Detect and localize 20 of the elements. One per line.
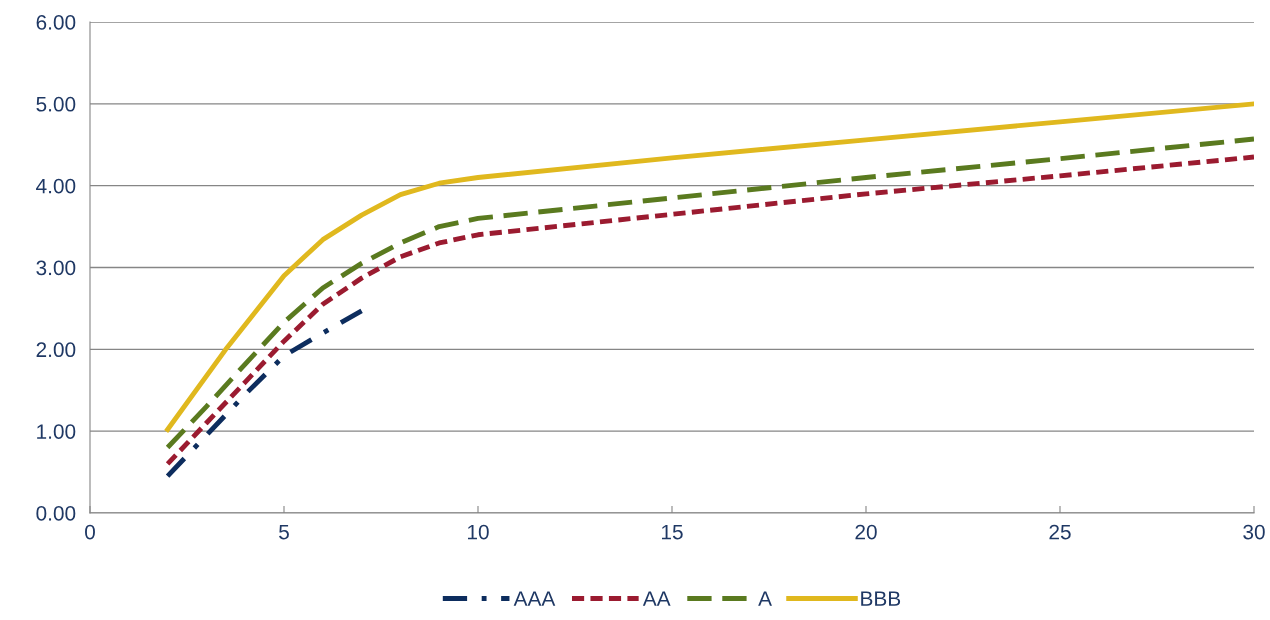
line-series	[165, 308, 365, 479]
y-tick-label: 5.00	[36, 96, 76, 112]
x-tick-label: 30	[1243, 524, 1265, 540]
y-tick-label: 1.00	[37, 424, 76, 439]
x-tick-label: 15	[662, 524, 683, 540]
x-tick-label: 0	[85, 524, 95, 540]
legend-label: A	[758, 591, 772, 606]
y-tick-label: 3.00	[36, 260, 76, 276]
y-tick-label: 4.00	[36, 178, 76, 194]
legend-label: BBB	[861, 591, 901, 606]
x-tick-label: 5	[279, 524, 289, 540]
y-tick-label: 2.00	[36, 342, 76, 358]
x-tick-label: 25	[1049, 524, 1071, 540]
x-tick-label: 10	[468, 524, 489, 540]
y-tick-label: 0.00	[36, 506, 76, 521]
legend-label: AAA	[513, 591, 556, 606]
legend-label: AA	[642, 591, 671, 606]
y-tick-label: 6.00	[36, 15, 76, 30]
x-tick-label: 20	[855, 524, 877, 540]
line-series	[165, 101, 1254, 432]
